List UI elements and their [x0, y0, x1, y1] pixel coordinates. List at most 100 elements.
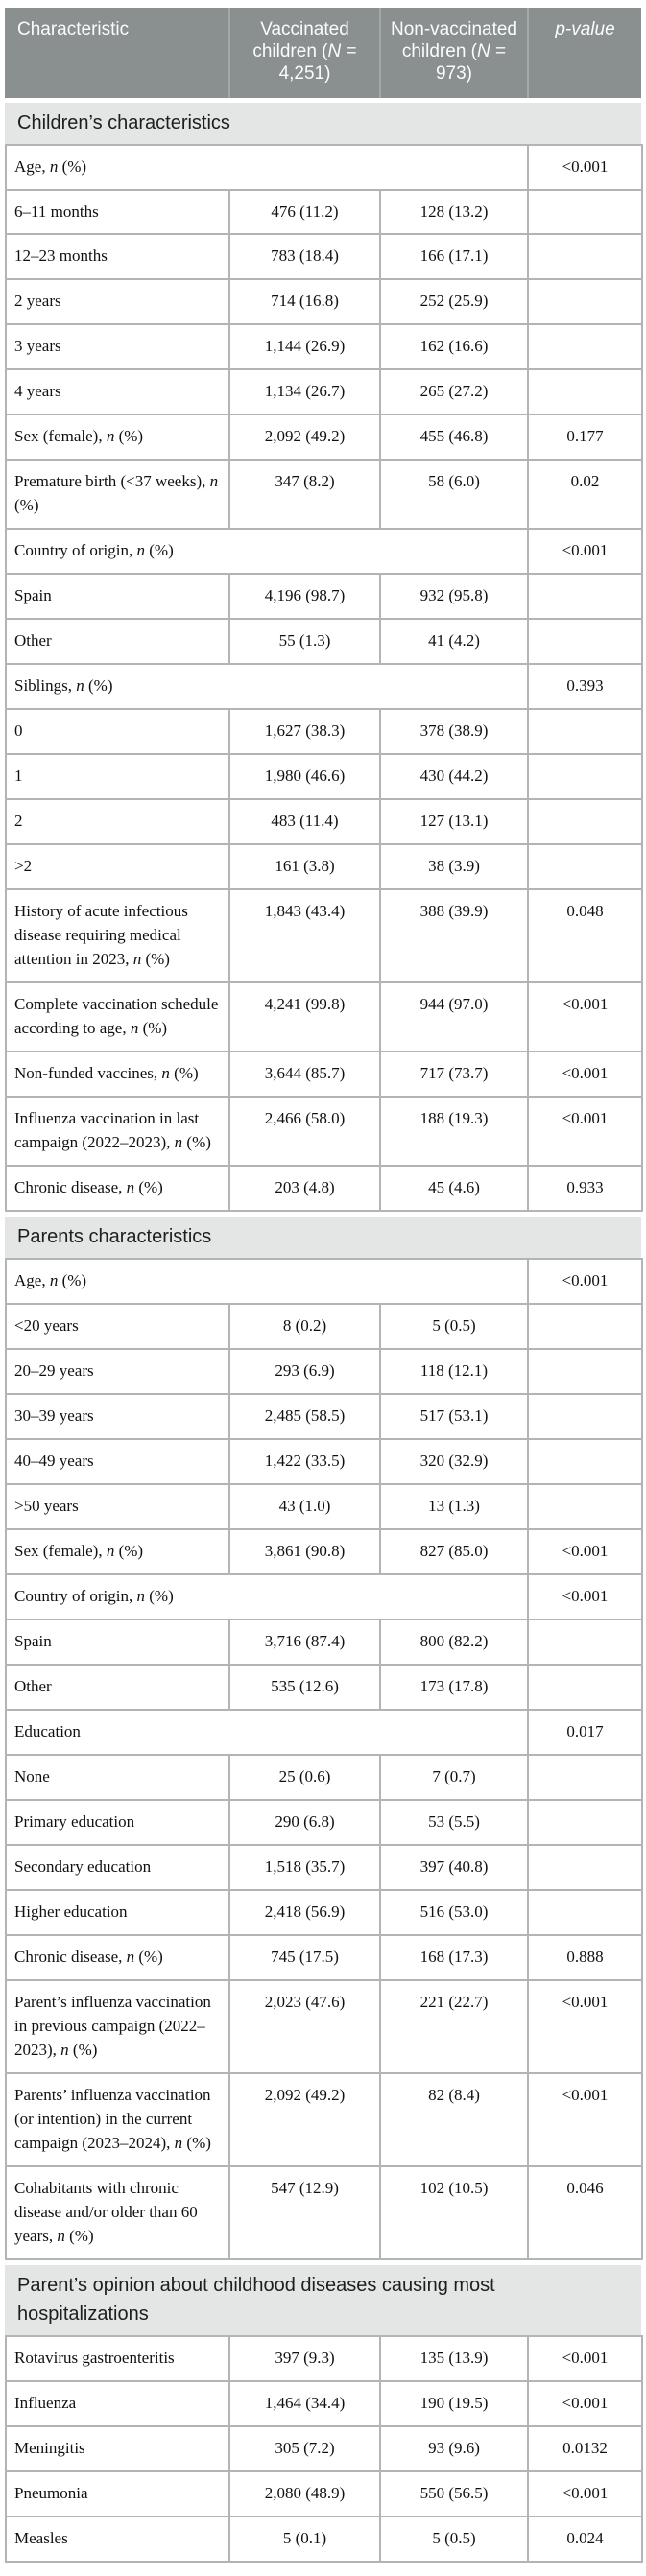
p-value-cell: [527, 1438, 644, 1486]
nonvaccinated-value-cell: 53 (5.5): [378, 1798, 530, 1846]
nonvaccinated-value-cell: 516 (53.0): [378, 1888, 530, 1936]
vaccinated-value-cell: 1,144 (26.9): [228, 323, 381, 371]
row-label-cell: Non-funded vaccines, n (%): [5, 1051, 230, 1099]
vaccinated-value-cell: 745 (17.5): [228, 1933, 381, 1981]
nonvaccinated-value-cell: 320 (32.9): [378, 1438, 530, 1486]
table-row: Premature birth (<37 weeks), n (%) 347 (8…: [5, 459, 644, 531]
vaccinated-value-cell: 397 (9.3): [228, 2334, 381, 2382]
row-label-cell: 40–49 years: [5, 1438, 230, 1486]
table-header-row: Characteristic Vaccinated children (N = 4…: [5, 8, 641, 98]
row-label-cell: Education: [4, 1708, 530, 1756]
p-value-cell: <0.001: [527, 528, 644, 576]
table-row: Primary education 290 (6.8) 53 (5.5): [5, 1798, 644, 1846]
nonvaccinated-value-cell: 944 (97.0): [378, 981, 530, 1053]
table-row: 12–23 months 783 (18.4) 166 (17.1): [5, 233, 644, 281]
p-value-cell: 0.024: [527, 2515, 643, 2563]
table-row: Complete vaccination schedule according …: [5, 981, 644, 1053]
table-row: Influenza 1,464 (34.4) 190 (19.5) <0.001: [5, 2379, 643, 2427]
p-value-cell: [527, 233, 644, 281]
row-label-cell: Age, n (%): [4, 1258, 530, 1306]
table-row: Other 55 (1.3) 41 (4.2): [5, 618, 644, 666]
row-label-cell: Other: [5, 618, 230, 666]
table-body: Children’s characteristics Age, n (%) <0.0…: [4, 102, 644, 2563]
row-label-cell: 30–39 years: [5, 1393, 230, 1441]
nonvaccinated-value-cell: 827 (85.0): [378, 1528, 530, 1575]
row-label-cell: Parents’ influenza vaccination (or inten…: [5, 2071, 230, 2167]
row-label-cell: Country of origin, n (%): [4, 1573, 530, 1620]
p-value-cell: [527, 368, 644, 416]
row-label-cell: Influenza vaccination in last campaign (…: [5, 1096, 230, 1168]
row-label-cell: Primary education: [5, 1798, 230, 1846]
vaccinated-value-cell: 783 (18.4): [228, 233, 381, 281]
nonvaccinated-value-cell: 397 (40.8): [378, 1843, 530, 1891]
vaccinated-value-cell: 3,716 (87.4): [228, 1618, 381, 1666]
nonvaccinated-value-cell: 102 (10.5): [378, 2164, 530, 2260]
table-row: >2 161 (3.8) 38 (3.9): [5, 843, 644, 891]
vaccinated-value-cell: 3,861 (90.8): [228, 1528, 381, 1575]
nonvaccinated-value-cell: 168 (17.3): [378, 1933, 530, 1981]
p-value-cell: <0.001: [527, 2379, 643, 2427]
row-label-cell: >2: [5, 843, 230, 891]
p-value-cell: <0.001: [527, 2470, 643, 2517]
column-header-characteristic: Characteristic: [17, 19, 130, 39]
row-label-cell: Spain: [5, 1618, 230, 1666]
table-row: 6–11 months 476 (11.2) 128 (13.2): [5, 188, 644, 236]
row-label-cell: 12–23 months: [5, 233, 230, 281]
row-label-cell: Complete vaccination schedule according …: [5, 981, 230, 1053]
vaccinated-value-cell: 293 (6.9): [228, 1348, 381, 1396]
nonvaccinated-value-cell: 41 (4.2): [378, 618, 530, 666]
nonvaccinated-value-cell: 800 (82.2): [378, 1618, 530, 1666]
table-row: Rotavirus gastroenteritis 397 (9.3) 135 (1…: [5, 2334, 643, 2382]
nonvaccinated-value-cell: 5 (0.5): [379, 2515, 529, 2563]
nonvaccinated-value-cell: 173 (17.8): [378, 1663, 530, 1711]
vaccinated-value-cell: 43 (1.0): [228, 1483, 381, 1531]
vaccinated-value-cell: 1,843 (43.4): [228, 888, 381, 984]
table-row: Spain 3,716 (87.4) 800 (82.2): [5, 1618, 644, 1666]
vaccinated-value-cell: 2,418 (56.9): [228, 1888, 381, 1936]
p-value-cell: [527, 798, 644, 846]
p-value-cell: [527, 1888, 644, 1936]
vaccinated-value-cell: 8 (0.2): [228, 1303, 381, 1351]
p-value-cell: [527, 708, 644, 756]
p-value-cell: <0.001: [527, 1573, 644, 1620]
table-row: Siblings, n (%) 0.393: [4, 663, 644, 711]
table-row: Parent’s influenza vaccination in previo…: [5, 1978, 644, 2074]
row-label-cell: Age, n (%): [4, 143, 530, 191]
table-row: 0 1,627 (38.3) 378 (38.9): [5, 708, 644, 756]
nonvaccinated-value-cell: 190 (19.5): [379, 2379, 529, 2427]
vaccinated-value-cell: 1,518 (35.7): [228, 1843, 381, 1891]
vaccinated-value-cell: 535 (12.6): [228, 1663, 381, 1711]
table-row: <20 years 8 (0.2) 5 (0.5): [5, 1303, 644, 1351]
section-table: Age, n (%) <0.001 6–11 months 476 (11.2) 128…: [4, 143, 644, 1213]
vaccinated-value-cell: 1,980 (46.6): [228, 753, 381, 801]
nonvaccinated-value-cell: 162 (16.6): [378, 323, 530, 371]
vaccinated-value-cell: 203 (4.8): [228, 1165, 381, 1213]
table-row: Education 0.017: [4, 1708, 644, 1756]
p-value-cell: [527, 753, 644, 801]
section-header: Parents characteristics: [5, 1217, 641, 1259]
row-label-cell: Premature birth (<37 weeks), n (%): [5, 459, 230, 531]
vaccinated-value-cell: 2,092 (49.2): [228, 414, 381, 461]
p-value-cell: <0.001: [527, 2334, 643, 2382]
table-row: Measles 5 (0.1) 5 (0.5) 0.024: [5, 2515, 643, 2563]
row-label-cell: Parent’s influenza vaccination in previo…: [5, 1978, 230, 2074]
vaccinated-value-cell: 1,134 (26.7): [228, 368, 381, 416]
characteristics-comparison-table: Characteristic Vaccinated children (N = 4…: [4, 8, 644, 2563]
vaccinated-value-cell: 3,644 (85.7): [228, 1051, 381, 1099]
p-value-cell: [527, 1393, 644, 1441]
column-header-p-value: p-value: [527, 8, 641, 98]
p-value-cell: [527, 323, 644, 371]
table-row: Non-funded vaccines, n (%) 3,644 (85.7) 71…: [5, 1051, 644, 1099]
nonvaccinated-value-cell: 517 (53.1): [378, 1393, 530, 1441]
table-row: Secondary education 1,518 (35.7) 397 (40.8…: [5, 1843, 644, 1891]
vaccinated-value-cell: 4,241 (99.8): [228, 981, 381, 1053]
row-label-cell: 2: [5, 798, 230, 846]
p-value-cell: 0.393: [527, 663, 644, 711]
row-label-cell: Measles: [5, 2515, 230, 2563]
nonvaccinated-value-cell: 93 (9.6): [379, 2424, 529, 2472]
nonvaccinated-value-cell: 13 (1.3): [378, 1483, 530, 1531]
column-header-vaccinated: Vaccinated children (N = 4,251): [228, 8, 379, 98]
p-value-cell: [527, 278, 644, 326]
p-value-cell: <0.001: [527, 1096, 644, 1168]
vaccinated-value-cell: 55 (1.3): [228, 618, 381, 666]
